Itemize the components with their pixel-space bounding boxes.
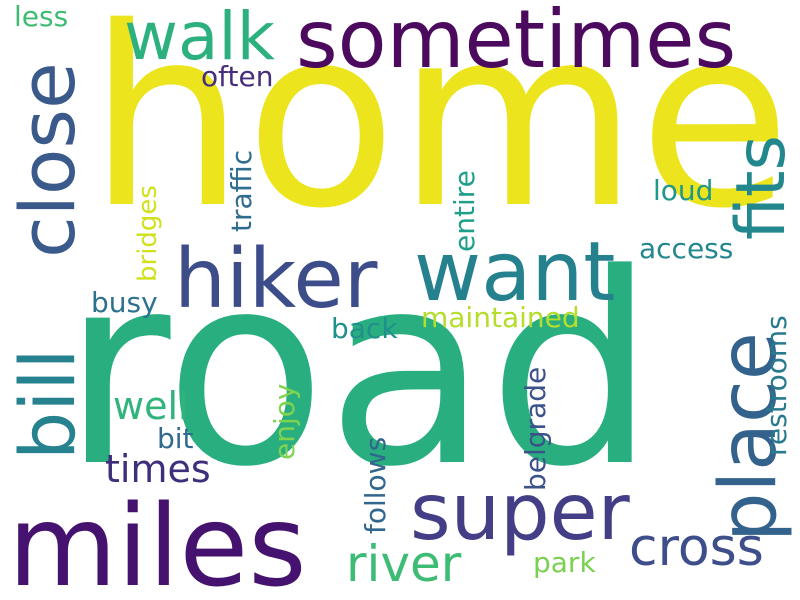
word-loud: loud xyxy=(653,174,714,207)
word-road: road xyxy=(62,218,656,525)
word-follows: follows xyxy=(359,436,392,534)
word-less: less xyxy=(14,0,69,33)
word-river: river xyxy=(346,535,462,593)
word-super: super xyxy=(410,468,630,558)
word-restrooms: restrooms xyxy=(760,315,793,456)
word-close: close xyxy=(3,62,92,258)
word-times: times xyxy=(105,447,211,491)
word-fits: fits xyxy=(722,135,800,240)
word-hiker: hiker xyxy=(174,232,378,327)
word-bridges: bridges xyxy=(133,185,163,282)
word-miles: miles xyxy=(8,482,307,600)
word-entire: entire xyxy=(448,170,481,252)
word-well: well xyxy=(113,384,189,428)
word-access: access xyxy=(639,232,734,265)
word-walk: walk xyxy=(124,0,275,75)
word-back: back xyxy=(331,312,398,345)
word-bit: bit xyxy=(157,422,194,455)
word-maintained: maintained xyxy=(421,301,580,334)
word-want: want xyxy=(414,225,616,320)
word-busy: busy xyxy=(91,286,158,319)
word-often: often xyxy=(201,60,274,93)
word-sometimes: sometimes xyxy=(296,0,737,86)
word-traffic: traffic xyxy=(225,149,258,232)
word-cross: cross xyxy=(629,518,764,578)
word-bill: bill xyxy=(3,348,92,460)
word-belgrade: belgrade xyxy=(519,366,552,491)
word-home: home xyxy=(88,0,792,263)
word-park: park xyxy=(533,546,596,579)
word-enjoy: enjoy xyxy=(268,383,301,460)
